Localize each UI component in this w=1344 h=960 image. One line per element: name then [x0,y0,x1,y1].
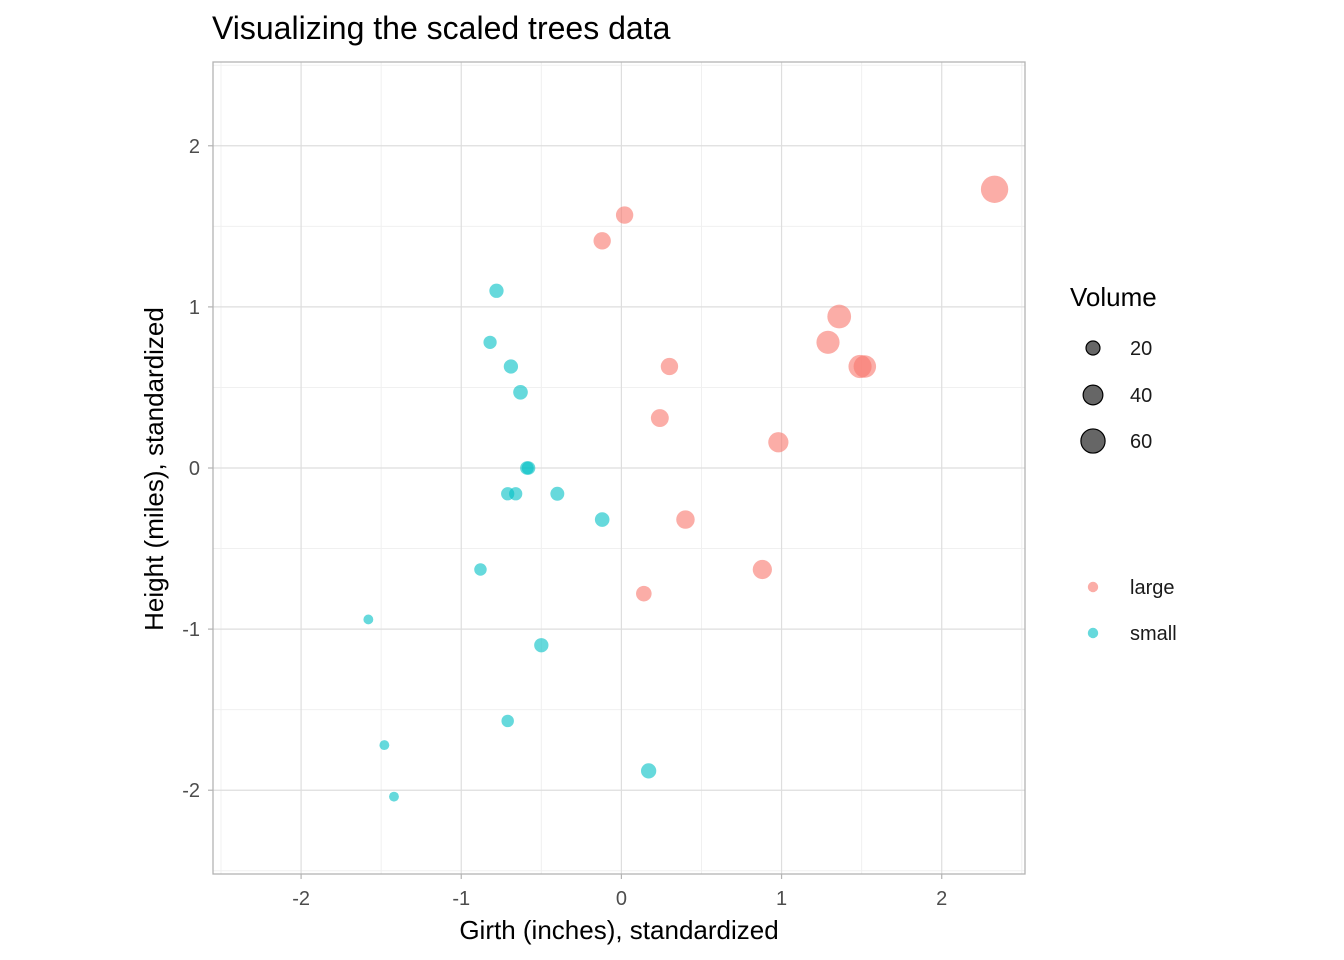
point-small [509,487,523,501]
size-legend-label: 20 [1130,338,1152,360]
y-tick-label: 1 [189,297,200,319]
point-small [489,283,504,298]
color-legend-key [1087,627,1099,639]
size-legend-key [1082,384,1104,406]
point-small [483,335,497,349]
point-large [853,355,877,378]
y-tick-label: -1 [182,619,200,641]
color-legend-label: large [1130,577,1174,599]
point-large [593,232,611,250]
size-legend-label: 60 [1130,431,1152,453]
point-large [615,206,634,224]
y-tick-label: -2 [182,780,200,802]
color-legend-label: small [1130,623,1177,645]
data-points [363,175,1009,802]
x-tick-label: 2 [936,888,947,910]
point-large [816,330,840,354]
point-small [503,359,519,374]
point-large [676,510,695,529]
point-small [363,614,374,625]
point-small [550,486,565,501]
point-small [640,763,657,779]
x-tick-label: -1 [452,888,470,910]
point-small [534,638,549,653]
point-large [660,357,679,376]
chart-title: Visualizing the scaled trees data [212,10,671,46]
size-legend-key [1085,340,1101,356]
x-tick-label: 1 [776,888,787,910]
size-legend-title: Volume [1070,282,1157,312]
y-axis-title: Height (miles), standardized [139,307,169,631]
point-small [594,512,610,527]
point-large [827,304,852,329]
y-tick-label: 2 [189,136,200,158]
point-large [636,585,652,602]
color-legend-key [1087,581,1099,593]
point-small [379,740,390,751]
x-axis-title: Girth (inches), standardized [459,915,778,945]
point-small [389,791,399,802]
size-legend: 20 40 60 [1080,338,1152,454]
size-legend-key [1080,428,1106,454]
point-large [980,175,1009,203]
size-legend-label: 40 [1130,385,1152,407]
x-tick-label: -2 [292,888,310,910]
axis-ticks: -2 -1 0 1 2 -2 -1 0 1 2 [182,136,947,910]
point-small [501,714,514,728]
point-large [650,409,669,428]
x-tick-label: 0 [616,888,627,910]
legend: Volume 20 40 60 large small [1070,282,1177,645]
color-legend: large small [1087,577,1177,645]
point-large [752,559,772,580]
point-small [521,461,536,475]
plot-panel [212,61,1026,875]
point-small [513,384,528,400]
y-tick-label: 0 [189,458,200,480]
point-large [768,432,789,453]
point-small [474,563,487,576]
